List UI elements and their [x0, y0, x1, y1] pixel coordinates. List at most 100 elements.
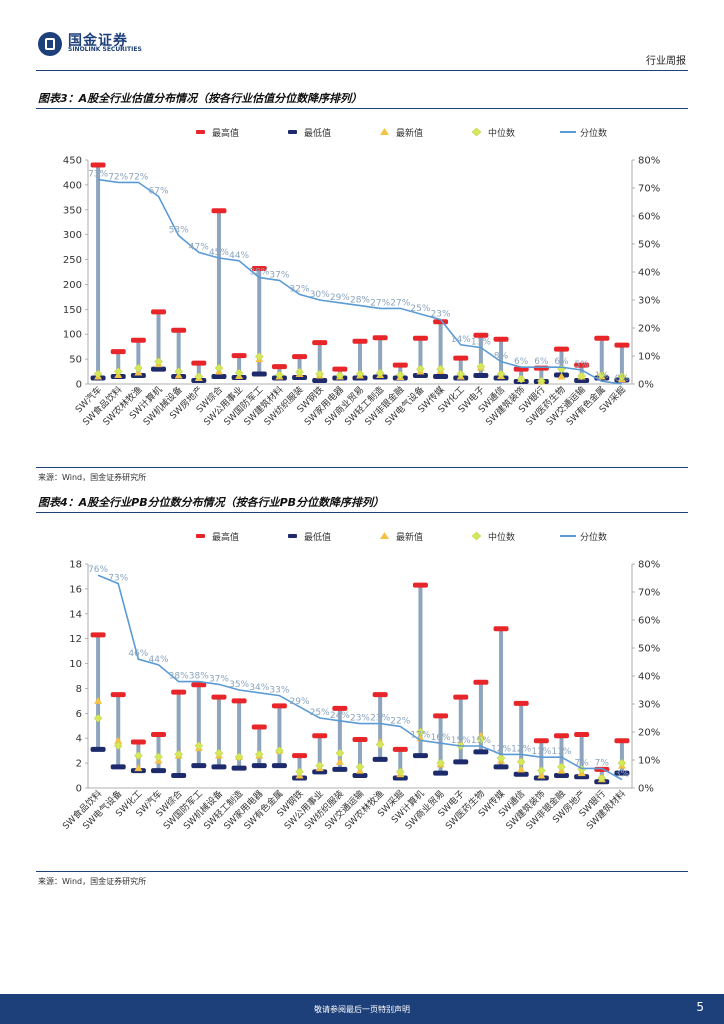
- max-marker: [271, 703, 287, 709]
- median-marker: [214, 363, 224, 373]
- min-marker: [191, 763, 207, 769]
- range-bar: [136, 340, 141, 376]
- min-marker: [292, 375, 308, 381]
- min-marker: [473, 749, 489, 755]
- median-marker: [134, 363, 143, 373]
- figure-3-top-rule: [36, 108, 688, 109]
- median-marker: [335, 371, 345, 380]
- percentile-data-label: 32%: [290, 284, 310, 294]
- legend-min-swatch: [288, 130, 297, 134]
- percentile-data-label: 25%: [310, 708, 330, 718]
- percentile-data-label: 28%: [350, 296, 370, 306]
- range-bar: [237, 355, 242, 378]
- left-tick-label: 350: [63, 205, 82, 216]
- median-marker: [577, 371, 586, 381]
- max-marker: [271, 364, 287, 370]
- left-tick-label: 100: [63, 330, 82, 341]
- min-marker: [211, 764, 227, 770]
- range-bar: [458, 697, 463, 762]
- figure-3-title: 图表3：A股全行业估值分布情况（按各行业估值分位数降序排列）: [38, 92, 363, 105]
- max-marker: [493, 336, 509, 342]
- range-bar: [458, 358, 463, 379]
- legend-median-swatch: [471, 531, 482, 541]
- range-bar: [96, 634, 101, 750]
- legend-label: 分位数: [580, 531, 607, 543]
- median-marker: [496, 753, 506, 763]
- median-marker: [93, 369, 103, 379]
- min-marker: [372, 756, 388, 762]
- median-marker: [516, 374, 526, 384]
- left-tick-label: 2: [76, 759, 82, 770]
- max-marker: [412, 335, 428, 341]
- left-tick-label: 0: [76, 784, 82, 795]
- percentile-data-label: 11%: [551, 747, 571, 757]
- median-marker: [496, 369, 506, 379]
- right-tick-label: 70%: [638, 588, 660, 599]
- percentile-data-label: 11%: [531, 747, 551, 757]
- percentile-data-label: 7%: [574, 758, 589, 768]
- median-marker: [476, 735, 486, 744]
- left-tick-label: 50: [69, 355, 82, 366]
- min-marker: [312, 769, 328, 775]
- percentile-line: [97, 574, 623, 781]
- min-marker: [513, 771, 529, 777]
- percentile-data-label: 73%: [88, 170, 108, 180]
- latest-marker: [134, 764, 143, 772]
- median-marker: [214, 748, 224, 758]
- percentile-data-label: 27%: [370, 298, 390, 308]
- latest-marker: [537, 771, 546, 779]
- percentile-data-label: 44%: [229, 251, 249, 261]
- max-marker: [332, 705, 348, 711]
- percentile-data-label: 35%: [229, 680, 249, 690]
- range-bar: [378, 337, 383, 378]
- max-marker: [110, 349, 126, 355]
- percentile-data-label: 8%: [494, 352, 509, 362]
- percentile-data-label: 1%: [595, 371, 610, 381]
- legend-label: 最低值: [304, 531, 331, 543]
- percentile-data-label: 45%: [209, 248, 229, 258]
- max-marker: [553, 346, 569, 352]
- percentile-data-label: 76%: [88, 565, 108, 575]
- max-marker: [211, 208, 227, 214]
- median-marker: [194, 741, 204, 751]
- right-tick-label: 20%: [638, 728, 660, 739]
- latest-marker: [517, 765, 526, 773]
- max-marker: [553, 733, 569, 739]
- range-bar: [499, 339, 504, 379]
- min-marker: [312, 378, 328, 384]
- figure-4-top-rule: [36, 512, 688, 513]
- right-tick-label: 20%: [638, 324, 660, 335]
- legend-label: 最低值: [304, 127, 331, 139]
- figure-3-source: 来源：Wind，国金证券研究所: [38, 473, 147, 482]
- range-bar: [237, 700, 242, 769]
- median-marker: [456, 369, 466, 379]
- left-tick-label: 0: [76, 380, 82, 391]
- legend-latest-swatch: [380, 128, 389, 135]
- right-tick-label: 0%: [638, 784, 654, 795]
- min-marker: [251, 763, 267, 769]
- median-marker: [194, 372, 204, 381]
- left-tick-label: 10: [69, 659, 82, 670]
- percentile-data-label: 0%: [615, 374, 630, 384]
- footer-bar: [0, 994, 724, 1024]
- median-marker: [436, 364, 445, 374]
- max-marker: [312, 733, 328, 739]
- range-bar: [619, 345, 624, 381]
- median-marker: [375, 740, 385, 749]
- percentile-data-label: 22%: [390, 716, 410, 726]
- logo-name-en: SINOLINK SECURITIES: [68, 46, 142, 53]
- percentile-data-label: 3%: [615, 770, 630, 780]
- range-bar: [297, 356, 302, 378]
- max-marker: [614, 342, 630, 348]
- median-marker: [597, 370, 607, 380]
- left-tick-label: 450: [63, 156, 82, 167]
- figure-4-chart: 最高值 最低值 最新值 中位数 分位数 0 2 4 6 8 10 12 14 16 18 0% 10% 20% 30…: [60, 531, 660, 832]
- range-bar: [257, 727, 262, 766]
- min-marker: [392, 775, 408, 781]
- median-marker: [134, 751, 143, 760]
- range-bar: [539, 740, 544, 779]
- median-marker: [275, 370, 284, 380]
- percentile-data-label: 23%: [350, 714, 370, 724]
- range-bar: [559, 735, 564, 776]
- latest-marker: [557, 372, 566, 380]
